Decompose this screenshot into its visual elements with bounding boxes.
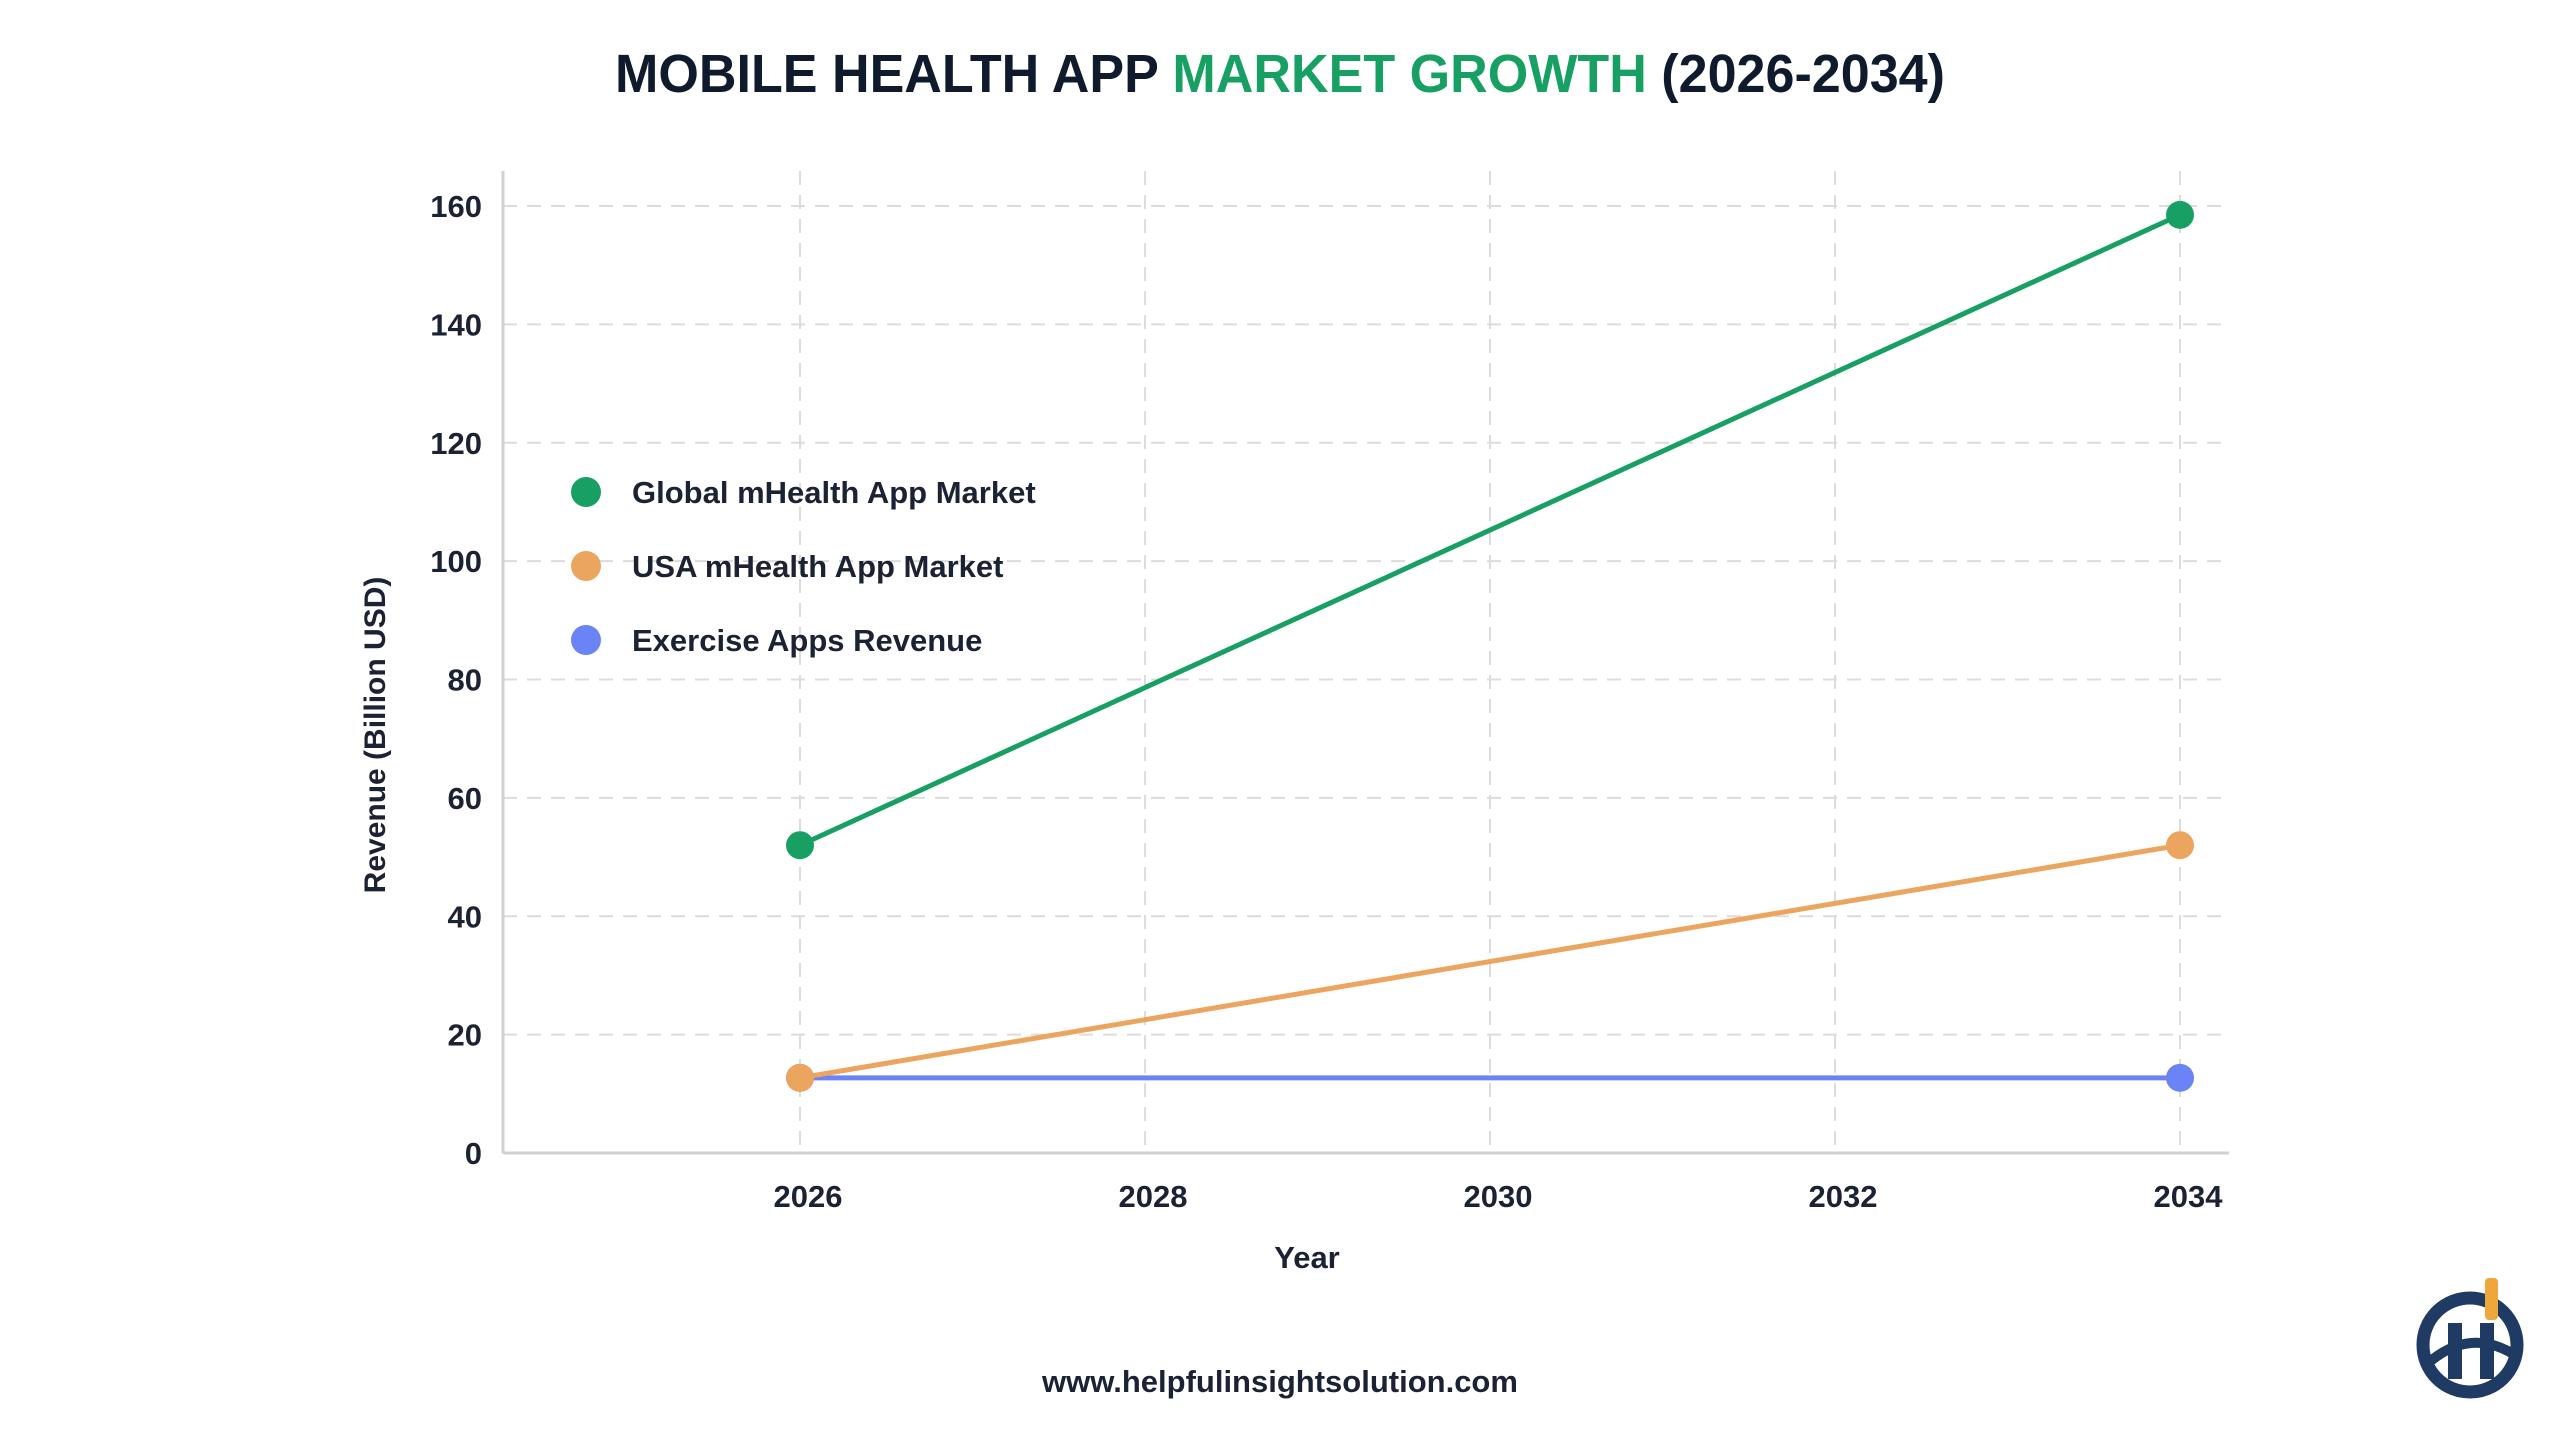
y-tick-label: 140 bbox=[430, 307, 482, 342]
brand-logo bbox=[2416, 1278, 2524, 1399]
axes: 0 20 40 60 80 100 120 140 160 2026 2028 2030 2032 203… bbox=[430, 171, 2229, 1214]
series-layer bbox=[786, 200, 2194, 1092]
x-axis-label: Year bbox=[1274, 1240, 1340, 1275]
x-tick-label: 2028 bbox=[1119, 1179, 1188, 1214]
legend-marker bbox=[571, 477, 601, 507]
legend: Global mHealth App Market USA mHealth App… bbox=[571, 475, 1036, 658]
gridlines bbox=[503, 171, 2229, 1153]
y-tick-label: 100 bbox=[430, 544, 482, 579]
data-point bbox=[2166, 831, 2194, 860]
data-point bbox=[2166, 1063, 2194, 1092]
y-tick-label: 60 bbox=[448, 781, 482, 816]
legend-marker bbox=[571, 625, 601, 655]
legend-label: Exercise Apps Revenue bbox=[632, 623, 982, 658]
title-accent: MARKET GROWTH bbox=[1172, 44, 1646, 104]
legend-marker bbox=[571, 551, 601, 581]
y-tick-label: 20 bbox=[448, 1018, 482, 1053]
x-tick-label: 2034 bbox=[2154, 1179, 2224, 1214]
legend-label: Global mHealth App Market bbox=[632, 475, 1036, 510]
y-tick-label: 0 bbox=[465, 1136, 482, 1171]
data-point bbox=[786, 831, 814, 860]
title-part1: MOBILE HEALTH APP bbox=[615, 44, 1172, 104]
title-part3: (2026-2034) bbox=[1647, 44, 1945, 104]
data-point bbox=[2166, 200, 2194, 229]
series-line bbox=[799, 842, 2181, 1081]
y-tick-label: 80 bbox=[448, 663, 482, 698]
y-tick-label: 120 bbox=[430, 426, 482, 461]
legend-label: USA mHealth App Market bbox=[632, 549, 1004, 584]
x-tick-label: 2026 bbox=[774, 1179, 843, 1214]
x-tick-label: 2030 bbox=[1464, 1179, 1533, 1214]
y-axis-label: Revenue (Billion USD) bbox=[359, 577, 392, 894]
x-tick-label: 2032 bbox=[1809, 1179, 1878, 1214]
footer-url[interactable]: www.helpfulinsightsolution.com bbox=[1041, 1364, 1518, 1399]
series-line bbox=[798, 212, 2182, 848]
y-tick-label: 40 bbox=[448, 899, 482, 934]
chart-title: MOBILE HEALTH APP MARKET GROWTH (2026-20… bbox=[615, 44, 1945, 104]
data-point bbox=[786, 1063, 814, 1092]
y-tick-label: 160 bbox=[430, 189, 482, 224]
